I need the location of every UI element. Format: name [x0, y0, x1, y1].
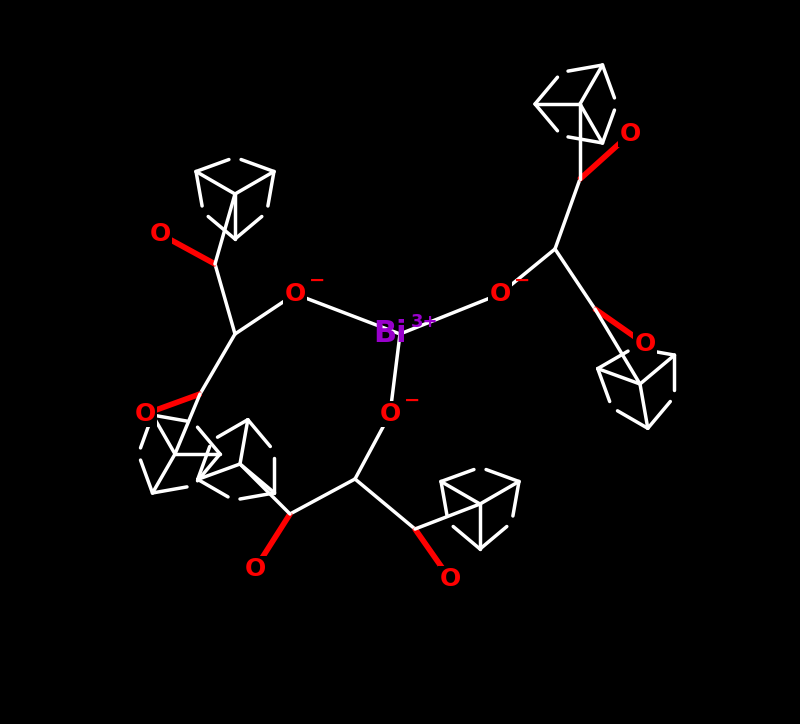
Text: O: O	[379, 402, 401, 426]
Text: 3+: 3+	[411, 313, 438, 331]
Text: −: −	[309, 271, 325, 290]
Text: O: O	[634, 332, 656, 356]
Text: O: O	[439, 567, 461, 591]
Text: O: O	[150, 222, 170, 246]
Text: O: O	[244, 557, 266, 581]
Text: Bi: Bi	[373, 319, 407, 348]
Text: O: O	[490, 282, 510, 306]
Text: O: O	[134, 402, 156, 426]
Text: −: −	[404, 390, 420, 410]
Text: O: O	[284, 282, 306, 306]
Text: −: −	[514, 271, 530, 290]
Text: O: O	[619, 122, 641, 146]
